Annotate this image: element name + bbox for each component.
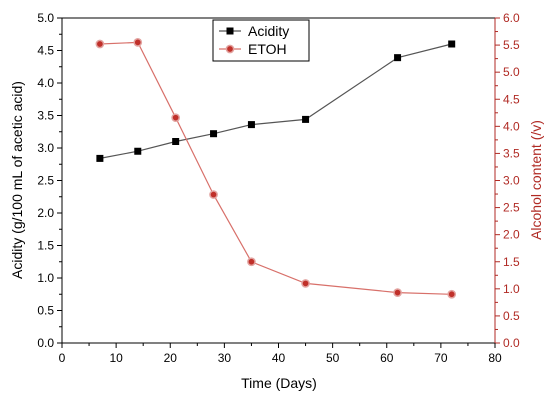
series-etoh [95,38,457,299]
x-tick-label: 60 [380,351,394,365]
x-axis-title: Time (Days) [241,375,317,391]
data-point-etoh [301,279,310,288]
left-y-tick-label: 1.5 [37,239,54,253]
data-point-etoh [393,288,402,297]
right-y-tick-label: 4.0 [503,119,520,133]
data-point-etoh [447,289,457,299]
right-y-tick-label: 0.5 [503,309,520,323]
right-y-tick-label: 5.0 [503,65,520,79]
legend-label-etoh: ETOH [248,41,287,57]
series-acidity [96,40,456,162]
x-axis: 0 10 20 30 40 50 60 70 80 [59,343,502,365]
left-y-tick-label: 2.5 [37,174,54,188]
series-line-etoh [99,41,452,295]
data-point-etoh [95,39,105,49]
data-point-acidity [134,147,142,155]
right-y-tick-label: 2.0 [503,228,520,242]
left-y-tick-label: 4.0 [37,76,54,90]
series-layer [95,38,457,299]
left-y-tick-label: 0.0 [37,336,54,350]
data-point-acidity [96,154,104,162]
data-point-etoh [171,113,181,123]
left-y-tick-label: 2.0 [37,206,54,220]
right-y-tick-label: 1.5 [503,255,520,269]
data-point-acidity [247,121,255,129]
data-point-etoh [133,38,143,47]
x-tick-label: 30 [218,351,232,365]
left-y-tick-label: 0.5 [37,304,54,318]
right-y-tick-label: 1.0 [503,282,520,296]
left-y-tick-label: 1.0 [37,271,54,285]
right-y-tick-label: 5.5 [503,38,520,52]
left-y-tick-label: 4.5 [37,44,54,58]
data-point-acidity [448,40,456,48]
legend-marker-acidity [226,27,234,35]
plot-frame [61,17,496,344]
data-point-acidity [210,130,218,138]
right-axis-title: Alcohol content (/v) [528,120,544,240]
left-y-tick-label: 3.5 [37,109,54,123]
x-tick-label: 10 [109,351,123,365]
legend: Acidity ETOH [212,19,310,62]
right-y-tick-label: 3.5 [503,146,520,160]
left-y-tick-label: 5.0 [37,11,54,25]
x-tick-label: 70 [434,351,448,365]
legend-label-acidity: Acidity [248,23,289,39]
right-y-tick-label: 0.0 [503,336,520,350]
right-y-tick-label: 4.5 [503,92,520,106]
legend-box [212,19,310,62]
x-tick-label: 0 [59,351,66,365]
legend-marker-etoh [225,44,235,54]
x-tick-label: 40 [272,351,286,365]
right-y-tick-label: 2.5 [503,201,520,215]
right-y-tick-label: 3.0 [503,174,520,188]
series-line-acidity [99,43,452,159]
x-tick-label: 50 [326,351,340,365]
right-y-tick-label: 6.0 [503,11,520,25]
data-point-acidity [394,54,402,62]
data-point-etoh [209,190,218,199]
left-y-axis: 0.0 0.5 1.0 1.5 2.0 2.5 3.0 3.5 4.0 4.5 5.0 [37,11,62,350]
data-point-etoh [247,257,256,267]
x-tick-label: 20 [164,351,178,365]
x-tick-label: 80 [488,351,502,365]
left-axis-title: Acidity (g/100 mL of acetic acid) [9,81,25,279]
data-point-acidity [172,138,180,145]
right-y-axis: 0.0 0.5 1.0 1.5 2.0 2.5 3.0 3.5 4.0 4.5 5.0 5.5 6.0 [495,11,520,350]
left-y-tick-label: 3.0 [37,141,54,155]
data-point-acidity [302,115,310,123]
